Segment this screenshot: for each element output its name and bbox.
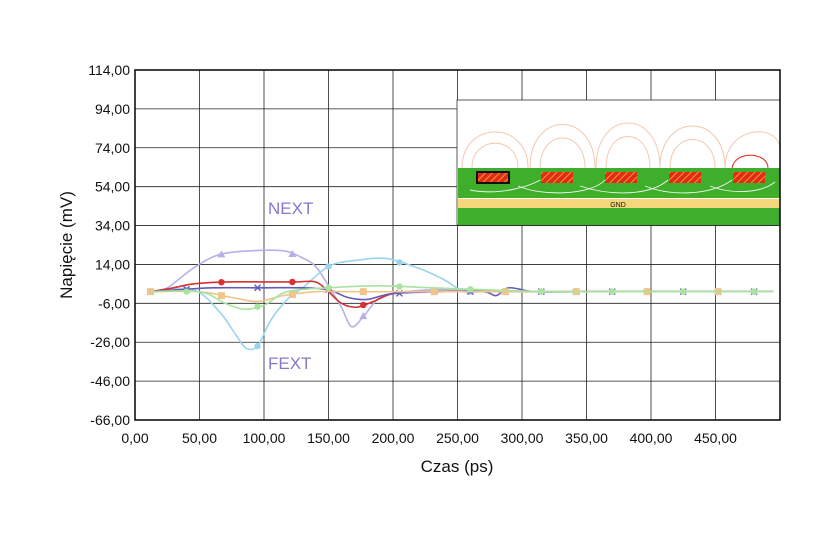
y-tick-label: 114,00 <box>88 62 130 78</box>
series-marker <box>217 250 226 258</box>
trace-victim-3 <box>669 172 701 183</box>
x-tick-label: 250,00 <box>436 430 479 446</box>
field-lines-upper <box>461 122 781 169</box>
plot-frame <box>134 69 781 421</box>
y-tick-label: -6,00 <box>98 295 130 311</box>
series-marker <box>288 249 297 257</box>
x-tick-label: 400,00 <box>630 430 673 446</box>
series-marker <box>751 288 758 295</box>
series-line <box>150 290 774 303</box>
series-marker <box>325 284 332 291</box>
x-tick-label: 450,00 <box>694 430 737 446</box>
y-tick-label: 54,00 <box>95 179 130 195</box>
series-marker <box>217 292 225 300</box>
series-marker <box>360 301 367 309</box>
x-axis-label: Czas (ps) <box>421 457 494 476</box>
trace-victim-1 <box>541 172 573 183</box>
y-tick-label: 14,00 <box>95 256 130 272</box>
y-tick-label: -26,00 <box>90 334 130 350</box>
y-tick-label: 74,00 <box>95 140 130 156</box>
x-tick-label: 50,00 <box>182 430 217 446</box>
x-tick-label: 150,00 <box>307 430 350 446</box>
dielectric-field-lines <box>469 179 776 194</box>
series-3 <box>147 278 774 309</box>
series-marker <box>218 278 225 286</box>
series-marker <box>467 286 474 293</box>
field-line-highlight <box>731 154 769 169</box>
x-tick-label: 350,00 <box>565 430 608 446</box>
series-marker <box>359 288 367 296</box>
trace-victim-4 <box>733 172 765 183</box>
annotation-next: NEXT <box>268 199 313 218</box>
x-tick-label: 300,00 <box>501 430 544 446</box>
series-line <box>150 257 774 351</box>
y-tick-label: 94,00 <box>95 101 130 117</box>
series-6 <box>150 283 774 311</box>
y-axis-label: Napięcie (mV) <box>57 191 76 299</box>
y-tick-label: 34,00 <box>95 218 130 234</box>
series-marker <box>501 288 509 296</box>
gnd-label: GND <box>610 202 626 209</box>
series-marker <box>396 259 403 266</box>
series-marker <box>183 288 190 295</box>
y-tick-label: -66,00 <box>90 412 130 428</box>
series-marker <box>288 290 296 298</box>
series-marker <box>146 288 154 296</box>
series-marker <box>254 342 261 350</box>
x-tick-label: 200,00 <box>372 430 415 446</box>
series-2 <box>150 257 774 351</box>
series-marker <box>254 284 262 292</box>
series-marker <box>254 303 261 310</box>
ground-plane <box>458 199 780 208</box>
series-marker <box>609 288 616 295</box>
field-lines-white <box>479 146 709 169</box>
data-series <box>146 249 774 351</box>
series-marker <box>396 283 403 290</box>
series-marker <box>538 288 545 295</box>
series-marker <box>680 288 687 295</box>
x-tick-labels: 0,00 50,00 100,00 150,00 200,00 250,00 300,00 3… <box>121 430 737 446</box>
series-marker <box>359 312 368 320</box>
pcb-cross-section-inset: GND <box>456 99 781 226</box>
y-tick-label: -46,00 <box>90 373 130 389</box>
x-tick-label: 0,00 <box>121 430 148 446</box>
trace-victim-2 <box>605 172 637 183</box>
dielectric-layer-bottom <box>458 208 780 225</box>
annotation-fext: FEXT <box>268 354 311 373</box>
series-line <box>150 284 774 311</box>
series-marker <box>289 278 296 286</box>
series-marker <box>325 263 332 270</box>
y-tick-labels: 114,00 94,00 74,00 54,00 34,00 14,00 -6,00 -26,… <box>88 62 130 428</box>
series-marker <box>430 288 438 296</box>
trace-aggressor <box>476 171 510 184</box>
x-tick-label: 100,00 <box>243 430 286 446</box>
